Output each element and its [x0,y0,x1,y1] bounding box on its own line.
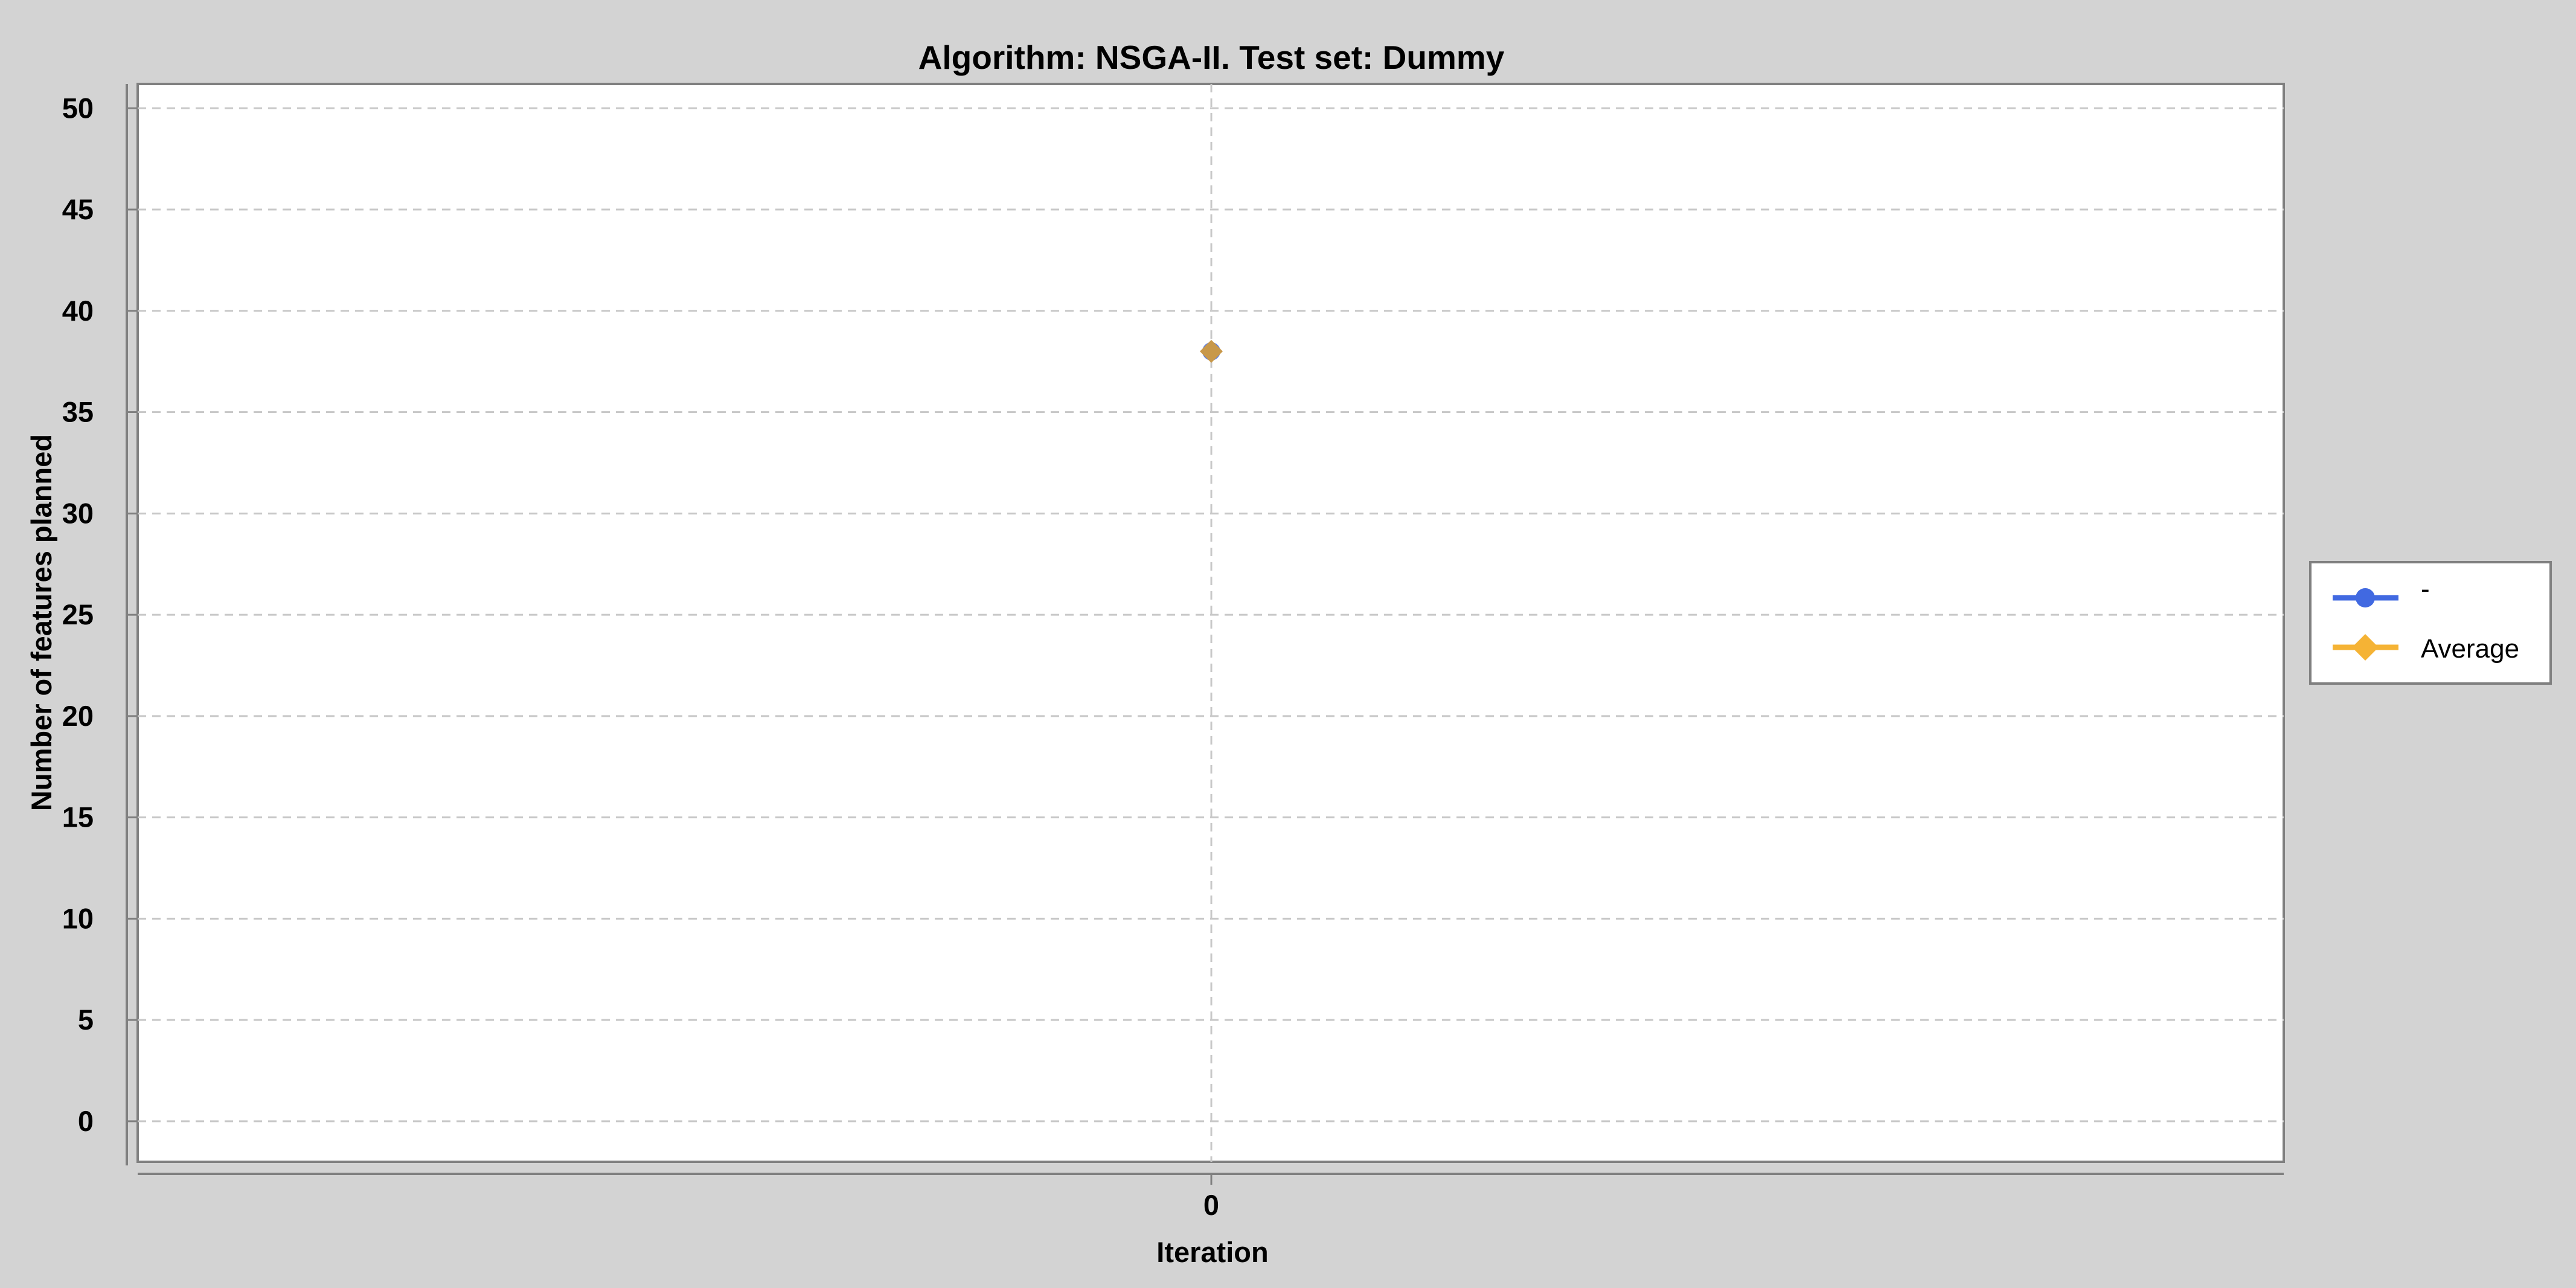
y-axis-label: Number of features planned [25,434,57,811]
chart-title: Algorithm: NSGA-II. Test set: Dummy [918,39,1505,76]
y-tick-label: 15 [62,801,94,833]
legend-label-series-2: Average [2421,634,2519,664]
grid-lines [138,84,2284,1162]
legend: - Average [2309,561,2552,685]
data-point-series-2 [1200,339,1223,363]
x-axis-label: Iteration [1156,1236,1268,1268]
legend-label-series-1: - [2421,574,2430,604]
y-tick-label: 30 [62,497,94,529]
legend-box [2309,561,2552,685]
y-tick-label: 35 [62,396,94,428]
y-tick-label: 5 [78,1004,94,1036]
y-tick-label: 0 [78,1105,94,1137]
legend-marker-series-1 [2356,588,2375,607]
x-tick-label: 0 [1203,1189,1219,1221]
x-axis-ticks: 0 [1203,1174,1219,1221]
y-tick-label: 25 [62,598,94,630]
y-tick-label: 50 [62,92,94,124]
y-tick-label: 40 [62,295,94,327]
y-axis-ticks: 0 5 10 15 20 25 30 35 40 45 50 [62,92,138,1137]
y-tick-label: 20 [62,700,94,732]
y-tick-label: 10 [62,902,94,934]
legend-marker-series-2 [2352,634,2379,661]
y-tick-label: 45 [62,193,94,225]
data-points [1200,339,1223,363]
